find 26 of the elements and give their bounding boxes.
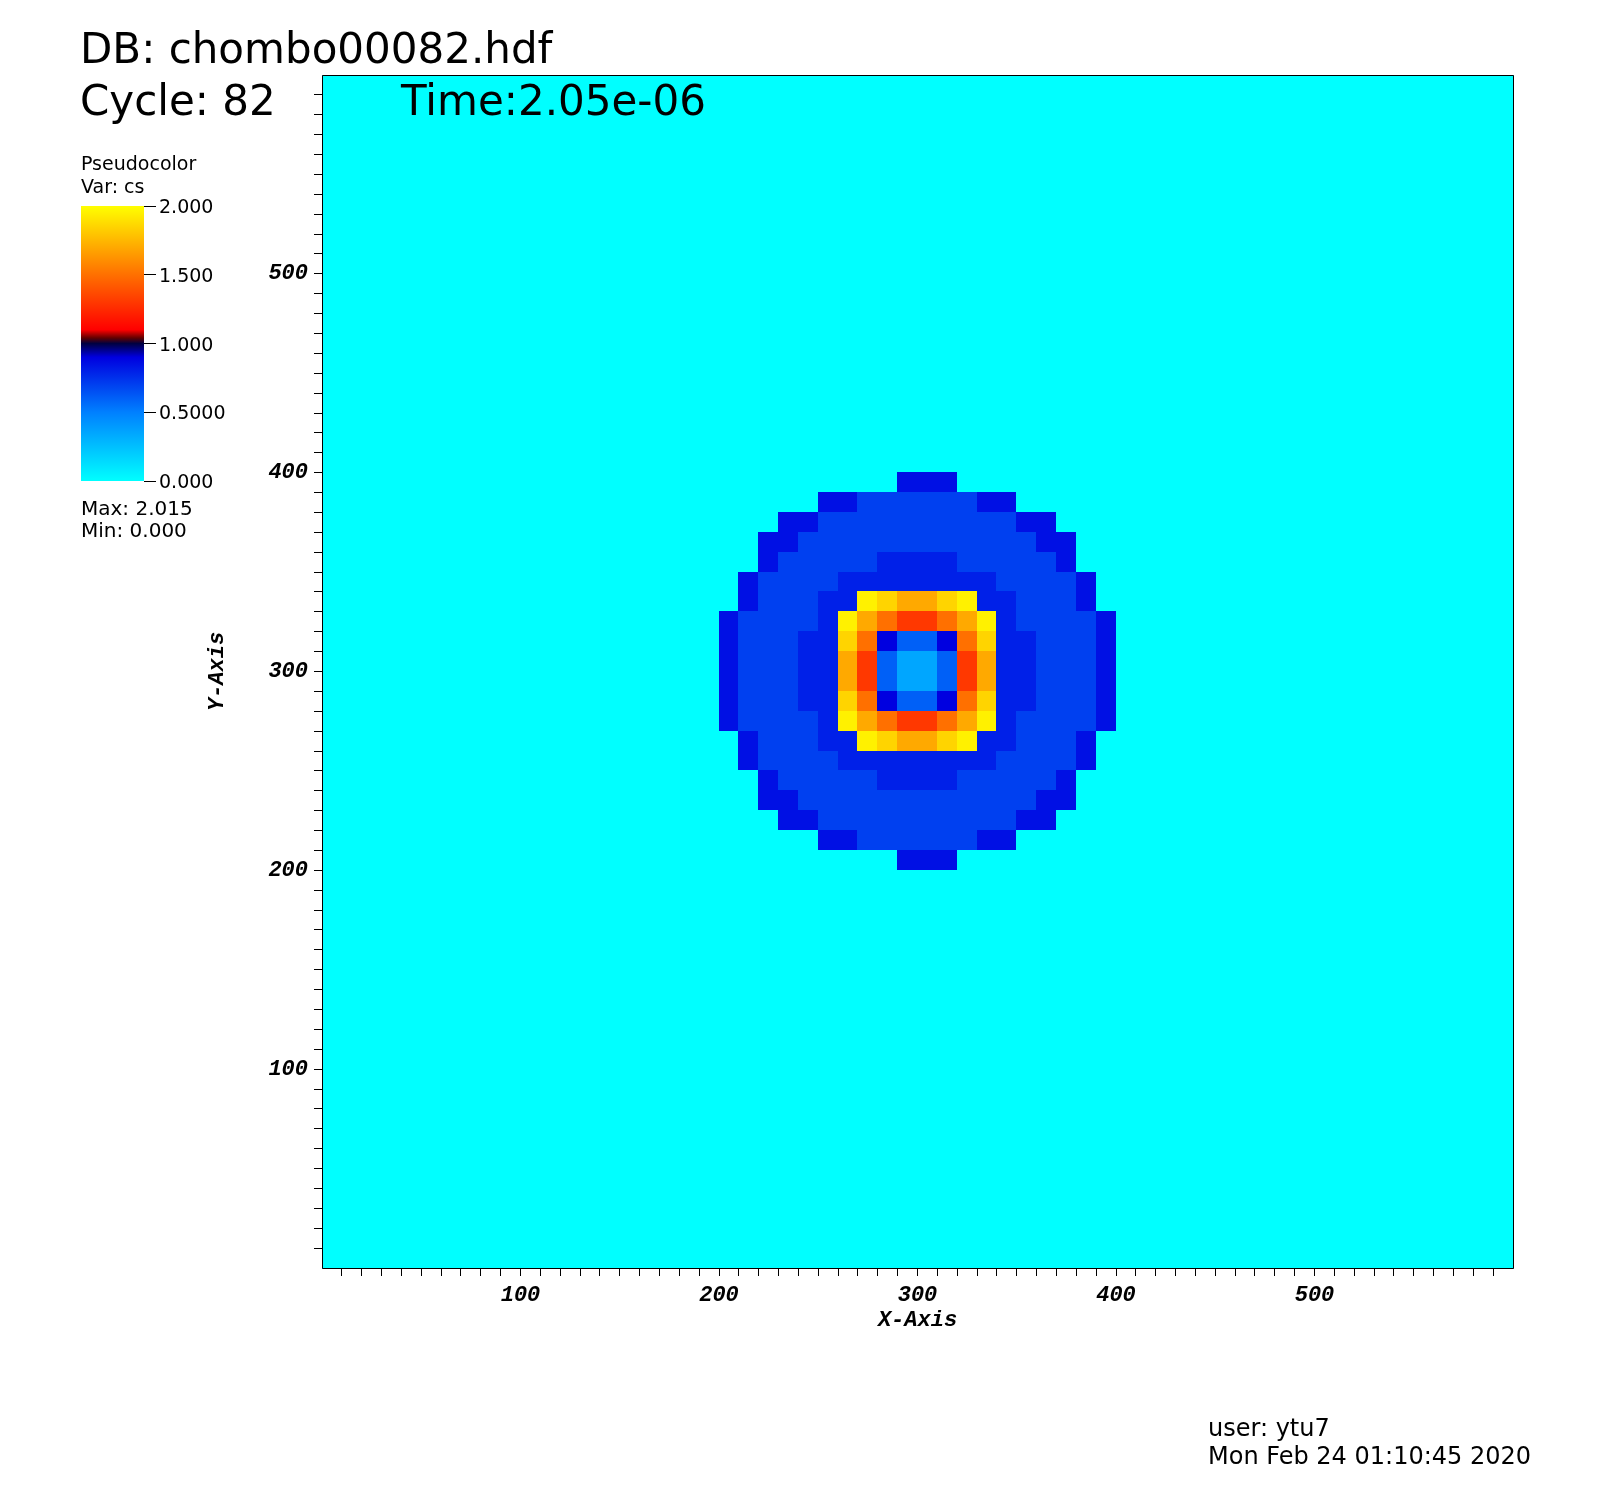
y-tick-label: 300 bbox=[268, 659, 308, 685]
x-axis-title: X-Axis bbox=[875, 1308, 958, 1334]
text: user: ytu7 bbox=[1208, 1414, 1330, 1442]
annotation: Time:2.05e-06 bbox=[401, 76, 706, 125]
x-tick-label: 500 bbox=[1294, 1282, 1335, 1308]
y-tick-label: 200 bbox=[268, 857, 308, 883]
x-tick-label: 100 bbox=[500, 1282, 541, 1308]
y-tick-label: 100 bbox=[268, 1056, 308, 1082]
y-tick-label: 400 bbox=[268, 460, 308, 486]
text: Max: 2.015 bbox=[81, 496, 193, 520]
color-bar-label: 0.000 bbox=[159, 470, 214, 492]
color-bar-label: 1.500 bbox=[159, 263, 214, 286]
color-bar-label: 2.000 bbox=[159, 195, 214, 217]
y-tick-label: 500 bbox=[268, 261, 308, 287]
legend-title: Pseudocolor bbox=[81, 152, 197, 174]
color-bar-label: 0.5000 bbox=[159, 401, 226, 424]
chart-title: DB: chombo00082.hdf bbox=[80, 24, 553, 73]
text: Min: 0.000 bbox=[81, 518, 187, 542]
x-tick-label: 300 bbox=[897, 1282, 938, 1308]
color-bar-label: 1.000 bbox=[159, 332, 214, 355]
y-axis-title: Y-Axis bbox=[204, 631, 230, 712]
text: Mon Feb 24 01:10:45 2020 bbox=[1208, 1442, 1532, 1470]
color-bar-title: Var: cs bbox=[81, 175, 145, 197]
text: Cycle: 82 bbox=[80, 76, 276, 125]
x-tick-label: 400 bbox=[1096, 1282, 1136, 1308]
x-tick-label: 200 bbox=[699, 1282, 739, 1308]
